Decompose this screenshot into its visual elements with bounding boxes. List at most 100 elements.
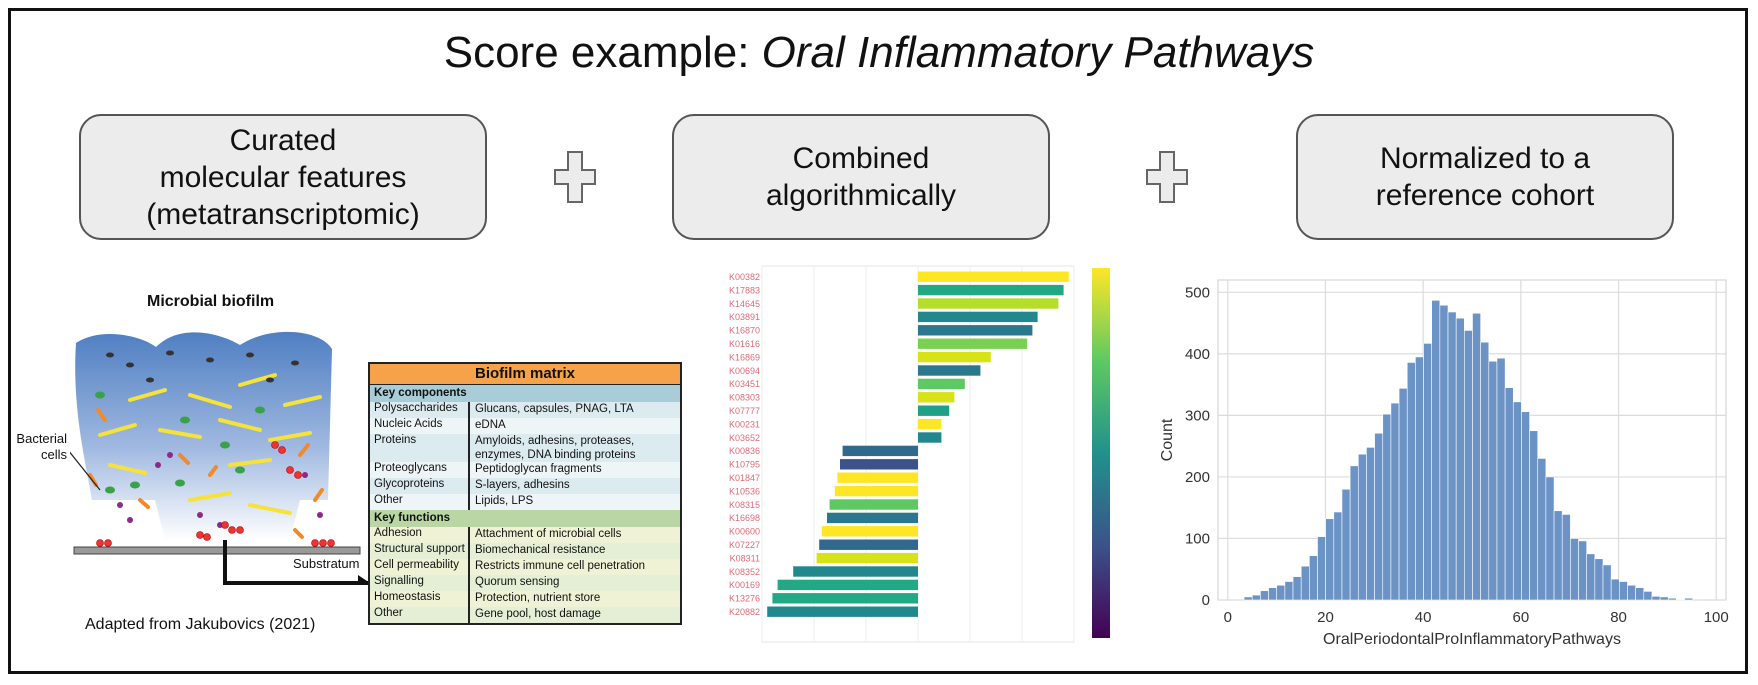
biofilm-title: Microbial biofilm xyxy=(147,293,275,310)
category-label: K08352 xyxy=(729,567,760,577)
row-key: Homeostasis xyxy=(370,591,470,607)
histogram-bar xyxy=(1627,584,1636,601)
histogram-bar xyxy=(1439,304,1449,601)
bar xyxy=(837,472,918,483)
category-label: K00169 xyxy=(729,580,760,590)
histogram-bar xyxy=(1480,341,1490,601)
title-prefix: Score example: xyxy=(443,28,762,77)
bars xyxy=(767,271,1069,617)
category-label: K08303 xyxy=(729,393,760,403)
histogram-bar xyxy=(1341,488,1351,601)
red-cells xyxy=(96,441,335,547)
bar xyxy=(918,418,942,430)
step-normalized: Normalized to a reference cohort xyxy=(1296,114,1674,240)
biofilm-body xyxy=(75,331,333,540)
category-label: K00382 xyxy=(729,272,760,282)
colorbar-gradient xyxy=(1092,268,1110,638)
category-label: K08311 xyxy=(730,553,760,563)
y-axis-label: Count xyxy=(1159,418,1176,461)
row-value: Protection, nutrient store xyxy=(475,592,601,604)
x-tick-label: 100 xyxy=(1704,609,1729,626)
table-row: Other Gene pool, host damage xyxy=(370,607,680,623)
histogram-bar xyxy=(1300,565,1310,601)
citation: Adapted from Jakubovics (2021) xyxy=(85,616,316,633)
row-key: Polysaccharides xyxy=(370,402,470,418)
histogram-bar xyxy=(1667,597,1677,601)
histogram-bar xyxy=(1635,587,1645,601)
row-key: Cell permeability xyxy=(370,559,470,575)
histogram-bar xyxy=(1333,511,1343,601)
row-value: S-layers, adhesins xyxy=(475,479,570,491)
yellow-rods xyxy=(98,373,322,515)
table-row: Proteoglycans Peptidoglycan fragments xyxy=(370,462,680,478)
row-key: Structural support xyxy=(370,543,470,559)
y-tick-label: 400 xyxy=(1185,346,1210,363)
row-value: Glucans, capsules, PNAG, LTA xyxy=(475,403,634,415)
category-label: K16869 xyxy=(729,352,760,362)
step-2-text: Combined algorithmically xyxy=(765,142,957,212)
row-value: Biomechanical resistance xyxy=(475,544,606,556)
histogram-bar xyxy=(1243,596,1253,601)
category-label: K00836 xyxy=(729,446,760,456)
row-key: Other xyxy=(370,607,470,623)
figure-title: Score example: Oral Inflammatory Pathway… xyxy=(0,28,1758,78)
bar xyxy=(772,593,918,604)
bar xyxy=(777,579,918,591)
histogram-bar xyxy=(1374,432,1384,601)
histogram-bar xyxy=(1366,447,1375,601)
x-tick-label: 40 xyxy=(1415,609,1432,626)
table-row: Structural support Biomechanical resistan… xyxy=(370,543,680,559)
histogram-bar xyxy=(1529,430,1539,601)
biofilm-matrix-table: Biofilm matrix Key components Polysaccha… xyxy=(368,362,682,625)
row-value: Lipids, LPS xyxy=(475,495,534,507)
row-value: Gene pool, host damage xyxy=(475,608,601,620)
row-key: Proteins xyxy=(370,434,470,462)
histogram-bar xyxy=(1415,356,1424,601)
histogram-bar xyxy=(1537,458,1547,601)
arrowhead-icon xyxy=(358,575,370,585)
category-label: K03451 xyxy=(729,379,760,389)
table-row: Cell permeability Restricts immune cell p… xyxy=(370,559,680,575)
row-key: Signalling xyxy=(370,575,470,591)
bacteria-pointer xyxy=(70,451,101,491)
table-row: Polysaccharides Glucans, capsules, PNAG, … xyxy=(370,402,680,418)
components-header: Key components xyxy=(370,385,680,402)
y-tick-label: 500 xyxy=(1185,284,1210,301)
bar xyxy=(842,445,918,457)
histogram-bar xyxy=(1349,465,1359,601)
histogram-bar xyxy=(1561,514,1571,601)
bar xyxy=(834,485,918,497)
bar xyxy=(918,298,1059,309)
histogram-bar xyxy=(1496,357,1506,601)
figure-frame xyxy=(8,8,1748,674)
table-row: Proteins Amyloids, adhesins, proteases, e… xyxy=(370,434,680,462)
row-value: Attachment of microbial cells xyxy=(475,528,622,540)
histogram-bar xyxy=(1447,311,1457,601)
substratum-bar xyxy=(73,546,361,555)
bar xyxy=(918,284,1064,296)
bar xyxy=(829,499,918,510)
category-label: K01847 xyxy=(729,473,760,483)
bar xyxy=(918,351,991,363)
row-key: Glycoproteins xyxy=(370,478,470,494)
purple-cells xyxy=(117,452,323,528)
histogram-bar xyxy=(1619,581,1628,601)
histogram-bar xyxy=(1610,578,1620,601)
category-label: K20882 xyxy=(729,607,760,617)
bar xyxy=(918,392,955,403)
matrix-arrow xyxy=(223,540,370,585)
category-label: K00600 xyxy=(729,527,760,537)
bacterial-cells-label: Bacterial cells xyxy=(16,431,67,462)
table-row: Homeostasis Protection, nutrient store xyxy=(370,591,680,607)
row-key: Other xyxy=(370,494,470,510)
row-value: Quorum sensing xyxy=(475,576,560,588)
category-label: K10795 xyxy=(729,460,760,470)
x-axis-label: OralPeriodontalProInflammatoryPathways xyxy=(1323,631,1621,648)
histogram-bar xyxy=(1512,401,1522,601)
bar xyxy=(816,552,918,564)
plus-icon xyxy=(1146,151,1188,203)
histogram-bar xyxy=(1504,387,1514,601)
bar xyxy=(918,365,981,376)
histogram-bar xyxy=(1602,564,1612,601)
histogram-bar xyxy=(1659,596,1669,601)
